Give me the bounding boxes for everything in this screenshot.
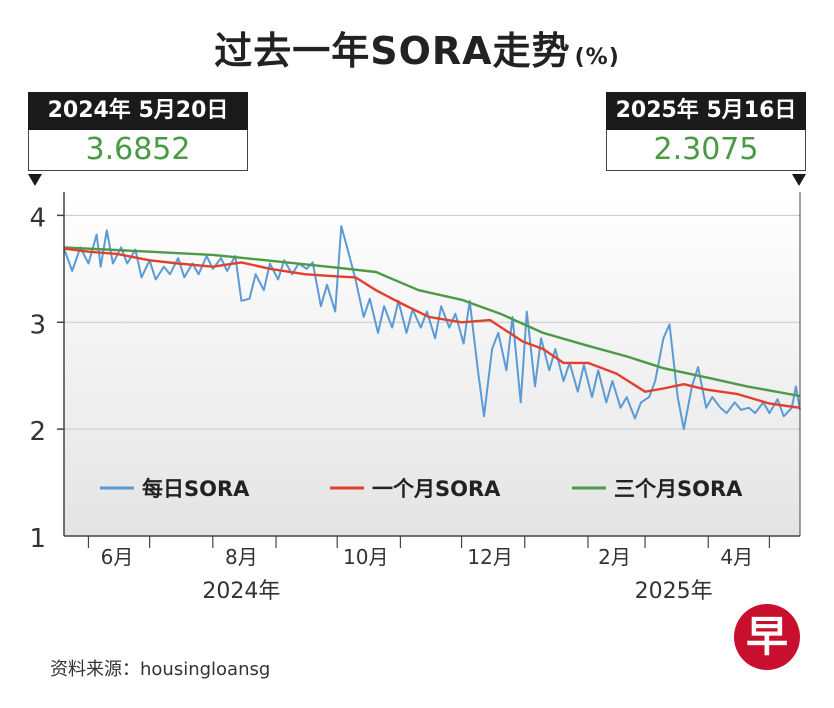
series-line-three-month <box>63 246 801 398</box>
y-tick-label: 3 <box>29 310 46 340</box>
end-date-label: 2025年 5月16日 <box>606 92 806 130</box>
legend-label: 三个月SORA <box>614 477 743 501</box>
x-month-label: 8月 <box>225 545 258 569</box>
x-month-label: 2月 <box>598 545 631 569</box>
zaobao-logo: 早 <box>734 604 800 670</box>
x-year-label: 2024年 <box>202 579 280 604</box>
series-line-one-month <box>63 247 801 409</box>
end-value-label: 2.3075 <box>606 130 806 171</box>
x-month-label: 10月 <box>343 545 388 569</box>
start-date-callout: 2024年 5月20日 3.6852 <box>28 92 248 186</box>
y-tick-label: 1 <box>29 524 46 554</box>
y-tick-label: 4 <box>29 203 46 233</box>
chart-title: 过去一年SORA走势 (%) <box>0 20 834 75</box>
x-month-label: 12月 <box>467 545 512 569</box>
chart-title-unit: (%) <box>574 45 620 70</box>
series-line-daily <box>63 225 801 431</box>
start-pointer-triangle <box>28 174 42 186</box>
zaobao-logo-glyph: 早 <box>745 612 788 661</box>
legend-label: 每日SORA <box>142 477 250 501</box>
start-value-label: 3.6852 <box>28 130 248 171</box>
legend-label: 一个月SORA <box>372 477 501 501</box>
start-date-label: 2024年 5月20日 <box>28 92 248 130</box>
x-year-label: 2025年 <box>635 579 713 604</box>
end-pointer-triangle <box>792 174 806 186</box>
chart-title-text: 过去一年SORA走势 <box>214 29 571 73</box>
end-date-callout: 2025年 5月16日 2.3075 <box>606 92 806 186</box>
plot-background <box>64 194 800 536</box>
y-tick-label: 2 <box>29 417 46 447</box>
x-month-label: 4月 <box>720 545 753 569</box>
source-note: 资料来源：housingloansg <box>50 659 271 680</box>
x-month-label: 6月 <box>101 545 134 569</box>
